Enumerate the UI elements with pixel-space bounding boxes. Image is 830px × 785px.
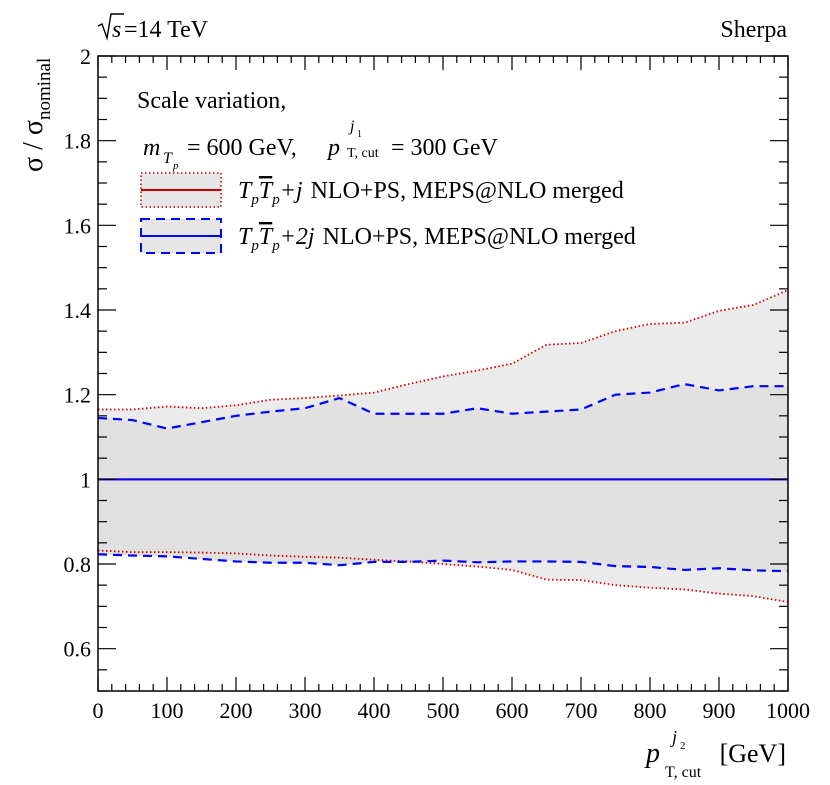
legend-2-T2: T: [259, 224, 274, 250]
y-tick-label: 1: [80, 467, 91, 492]
x-axis-label-supsub: 2: [680, 740, 686, 752]
y-tick-label: 0.6: [64, 637, 92, 662]
legend-2-p2: p: [271, 238, 280, 254]
legend-1-jet: +j: [280, 178, 303, 204]
y-tick-label: 1.6: [64, 213, 92, 238]
sqrt-sign: [97, 13, 124, 41]
edge-plus-j-lower: [97, 549, 789, 603]
legend-label-1: TpTp+j NLO+PS, MEPS@NLO merged: [238, 178, 624, 208]
annotation-end: = 300 GeV: [385, 135, 499, 161]
y-axis-label: σ / σnominal: [18, 58, 55, 172]
legend-entry-1: TpTp+j NLO+PS, MEPS@NLO merged: [140, 172, 624, 208]
y-tick-label: 0.8: [64, 552, 92, 577]
annotation-p-supsub: 1: [357, 129, 362, 140]
legend-1-T2: T: [259, 178, 274, 204]
x-axis-label-unit: [GeV]: [720, 739, 786, 768]
energy-symbol: s: [112, 17, 121, 43]
x-tick-label: 300: [289, 698, 322, 723]
legend-1-T1: T: [238, 178, 253, 204]
legend-1-text: NLO+PS, MEPS@NLO merged: [311, 178, 624, 204]
legend: TpTp+j NLO+PS, MEPS@NLO merged TpTp+2j NLO…: [140, 172, 636, 254]
edge-lines: [97, 289, 789, 603]
y-tick-label: 1.8: [64, 129, 92, 154]
bands: [98, 290, 788, 603]
edge-plus-2j-lower: [97, 553, 789, 573]
ticks: [97, 55, 789, 692]
annotation-p: p: [326, 135, 340, 161]
header-energy: s =14 TeV: [97, 13, 209, 43]
x-axis-label-symbol: p: [644, 738, 660, 769]
y-tick-label: 1.4: [64, 298, 92, 323]
annotation-line1: Scale variation,: [137, 88, 286, 114]
x-tick-label: 1000: [766, 698, 810, 723]
y-tick-label: 2: [80, 44, 91, 69]
tick-labels: 0 100 200 300 400 500 600 700 800 900 1000 0.6 0.8 1 1…: [64, 44, 811, 723]
annotation-m-sub: T: [163, 150, 173, 167]
edge-plus-2j-upper: [97, 382, 788, 430]
energy-label: =14 TeV: [124, 17, 209, 43]
x-tick-label: 400: [358, 698, 391, 723]
annotation-mid: = 600 GeV,: [181, 135, 303, 161]
legend-2-jet: +2j: [280, 224, 315, 250]
x-tick-label: 600: [496, 698, 529, 723]
x-tick-label: 200: [220, 698, 253, 723]
annotation-p-sub: T, cut: [347, 146, 379, 161]
x-tick-label: 0: [93, 698, 104, 723]
y-axis-label-sub: nominal: [34, 58, 55, 120]
annotation-p-sup: j: [348, 118, 355, 135]
legend-2-T1: T: [238, 224, 253, 250]
legend-label-2: TpTp+2j NLO+PS, MEPS@NLO merged: [238, 224, 636, 254]
svg-text:σ / σnominal: σ / σnominal: [18, 58, 55, 172]
x-tick-label: 900: [703, 698, 736, 723]
annotation-m-subsub: p: [172, 160, 179, 172]
x-tick-label: 700: [565, 698, 598, 723]
y-axis-label-main: σ / σ: [18, 120, 49, 172]
band-plus-2j: [98, 384, 788, 572]
x-axis-label: p j 2 T, cut [GeV]: [644, 727, 786, 781]
x-tick-label: 100: [151, 698, 184, 723]
annotation-line2: m T p = 600 GeV, p j 1 T, cut = 300 GeV: [143, 118, 499, 172]
annotation-m: m: [143, 135, 160, 161]
x-tick-label: 500: [427, 698, 460, 723]
legend-2-p1: p: [250, 238, 259, 254]
legend-1-p2: p: [271, 192, 280, 208]
legend-1-p1: p: [250, 192, 259, 208]
y-tick-label: 1.2: [64, 383, 92, 408]
x-tick-label: 800: [634, 698, 667, 723]
legend-2-text: NLO+PS, MEPS@NLO merged: [323, 224, 636, 250]
x-axis-label-sub: T, cut: [665, 764, 702, 781]
legend-entry-2: TpTp+2j NLO+PS, MEPS@NLO merged: [140, 218, 636, 254]
generator-label: Sherpa: [720, 17, 787, 43]
x-axis-label-sup: j: [670, 727, 677, 747]
